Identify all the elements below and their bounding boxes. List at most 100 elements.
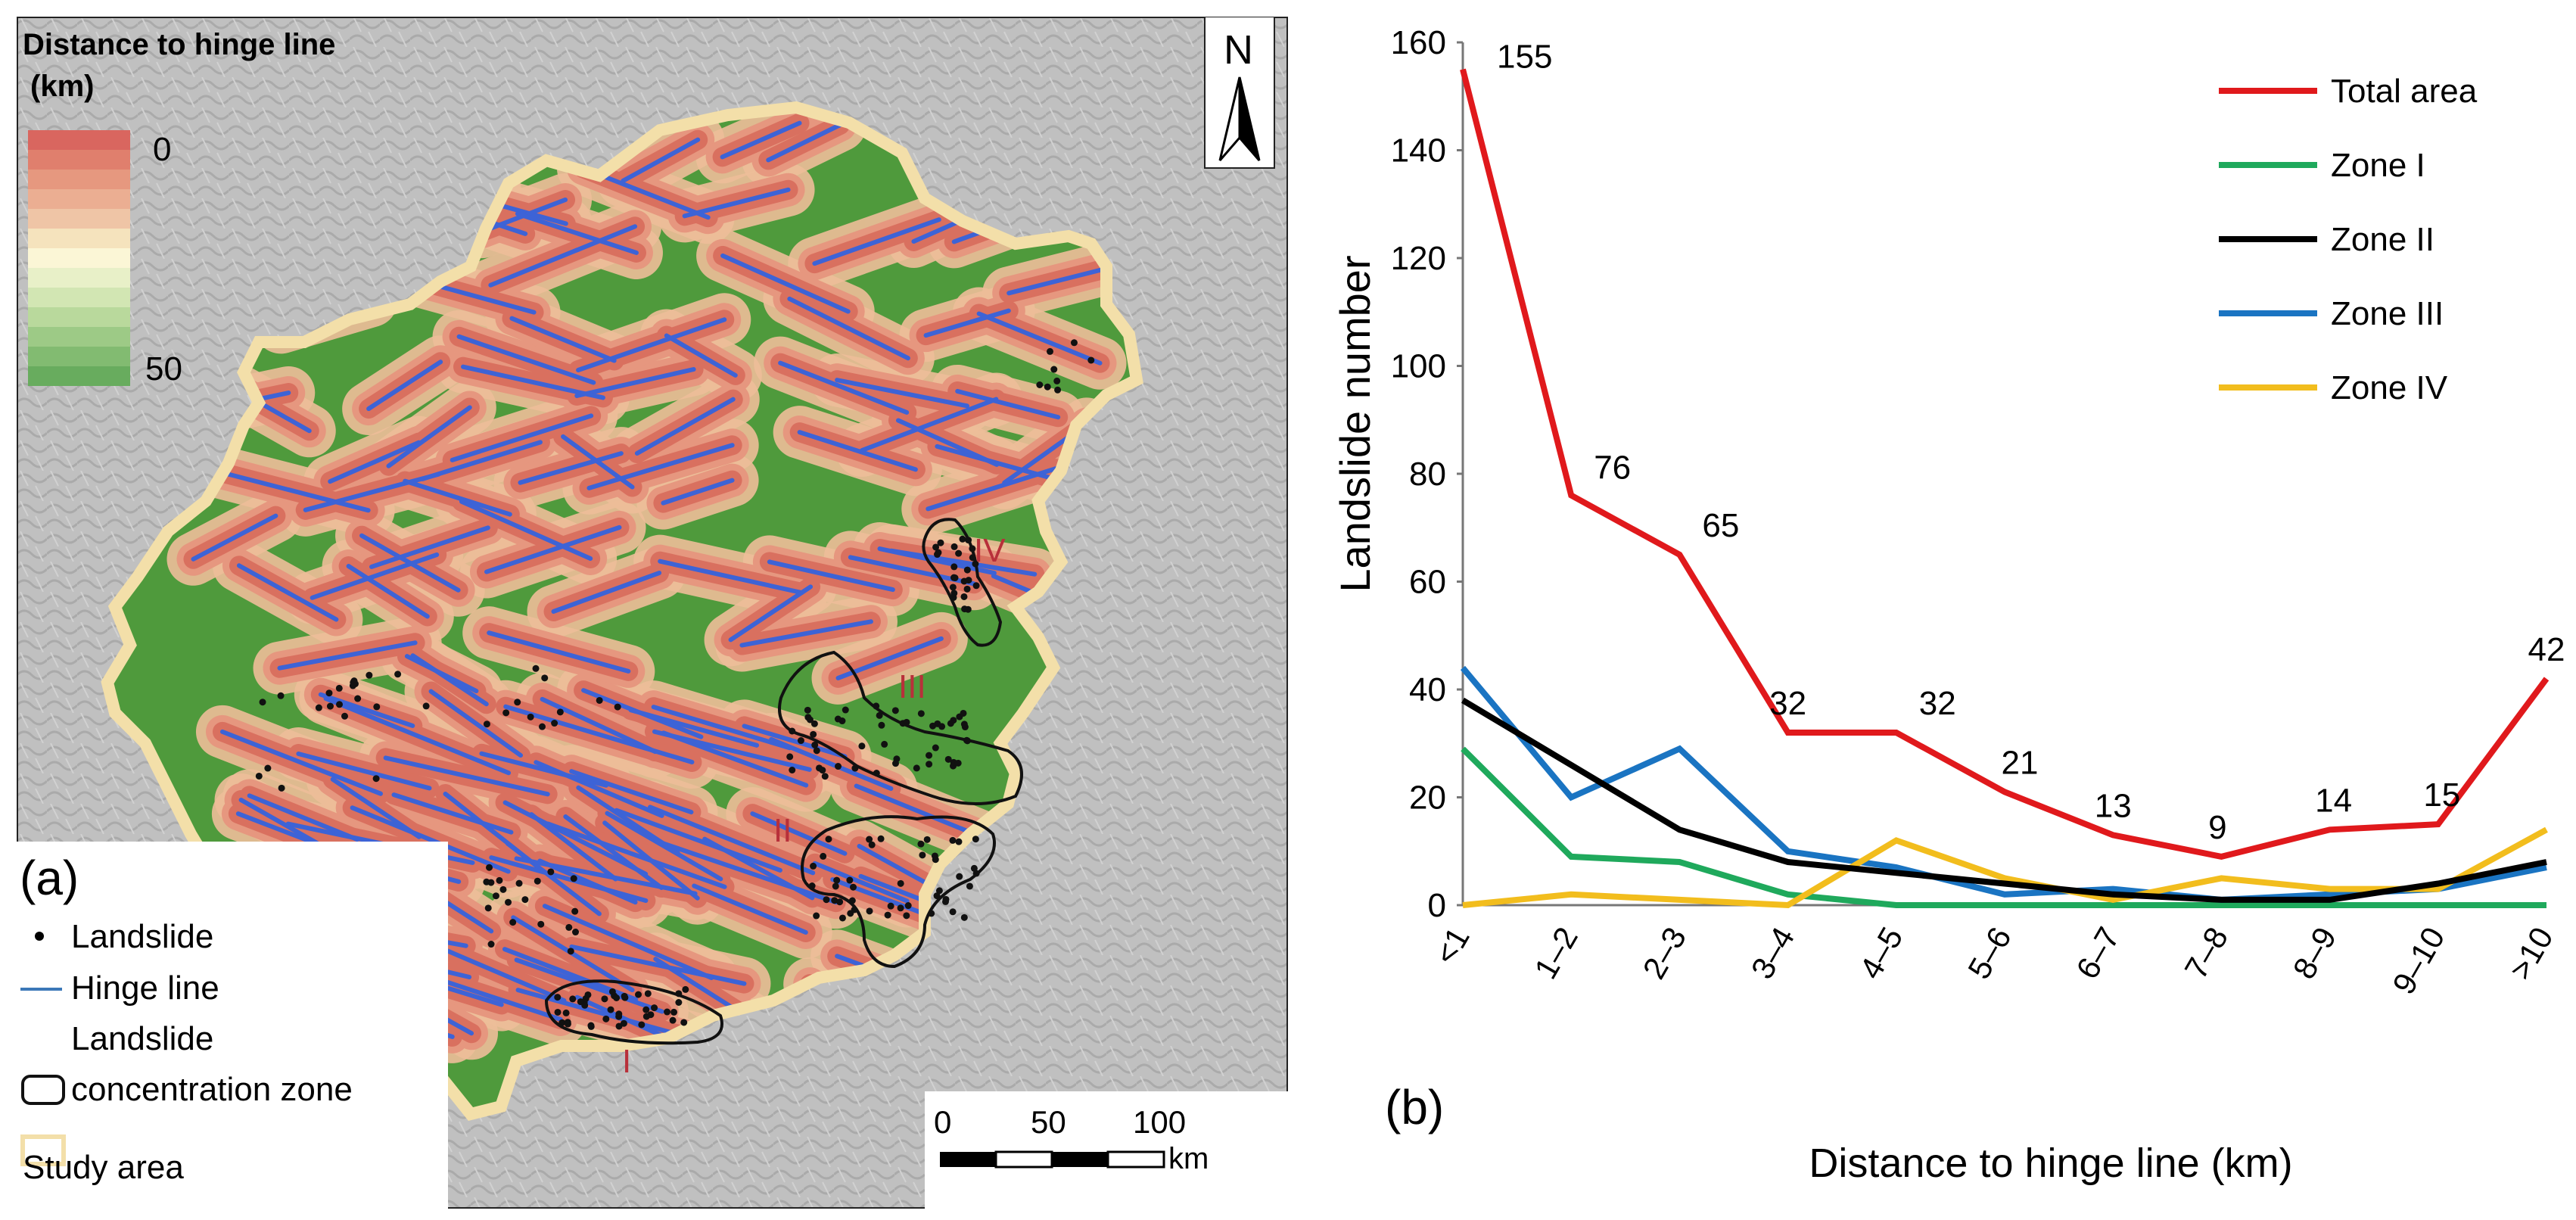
zone-labels: I II III IV [622, 532, 1006, 1080]
series-line-total-area [1460, 68, 2550, 860]
hinge-band [895, 418, 1000, 467]
x-tick-label: 7–8 [2177, 921, 2235, 985]
x-axis-ticks: <1 1–2 2–3 3–4 4–5 5–6 6–7 7–8 8–9 9–10 >10 [1427, 921, 2560, 1000]
landslide-point [521, 896, 529, 904]
data-label: 42 [2528, 631, 2565, 668]
hinge-band [310, 552, 440, 600]
hinge-band [219, 470, 371, 513]
hinge-band [812, 217, 941, 266]
map-legend: (a) Landslide Hinge line Landslide conce… [17, 842, 448, 1209]
landslide-point [651, 1004, 658, 1012]
hinge-band [563, 814, 664, 890]
hinge-band [664, 333, 738, 378]
landslide-point [959, 535, 966, 543]
landslide-point [877, 835, 885, 842]
data-label: 15 [2423, 777, 2460, 814]
landslide-point [849, 883, 857, 891]
landslide-point [602, 1015, 610, 1022]
hinge-band [835, 378, 969, 409]
landslide-point [664, 1008, 671, 1016]
landslide-point [486, 864, 493, 871]
panel-label-a: (a) [20, 851, 79, 905]
hinge-band [542, 904, 714, 981]
landslide-point [876, 711, 883, 719]
map-legend-box [17, 842, 448, 1209]
landslide-point [966, 882, 973, 890]
landslide-point [819, 767, 826, 774]
hinge-band [479, 751, 609, 788]
landslide-point [972, 836, 979, 843]
y-tick-label: 20 [1409, 780, 1446, 817]
landslide-point [834, 715, 842, 723]
landslide-point [644, 990, 652, 997]
landslide-point [949, 836, 957, 844]
hinge-band [518, 451, 624, 485]
legend-zone-line1: Landslide [71, 1020, 213, 1057]
hinge-band [769, 736, 894, 791]
line-chart: 0 20 40 60 80 100 120 140 160 <1 1–2 2–3 3–4 4–5 5–6 6… [1331, 24, 2565, 1186]
landslide-point [813, 747, 820, 755]
landslide-point [326, 702, 334, 710]
data-label: 155 [1497, 39, 1552, 76]
ramp-swatch [28, 189, 130, 209]
hinge-band [191, 513, 278, 562]
landslide-point [846, 876, 854, 884]
landslide-point [394, 671, 402, 678]
y-tick-label: 60 [1409, 564, 1446, 601]
zone-outline-II [801, 815, 996, 969]
chart-panel: 0 20 40 60 80 100 120 140 160 <1 1–2 2–3 3–4 4–5 5–6 6… [1302, 0, 2576, 1216]
y-tick-label: 0 [1428, 887, 1446, 924]
landslide-point [620, 1019, 627, 1027]
hinge-band [923, 308, 1011, 338]
hinge-band [391, 792, 514, 835]
landslide-point [932, 543, 940, 551]
y-tick-label: 40 [1409, 671, 1446, 708]
landslide-point [821, 773, 829, 780]
hinge-band [404, 654, 479, 694]
hinge-band [514, 957, 664, 1014]
landslide-point [564, 1020, 571, 1028]
landslide-point [492, 892, 499, 900]
landslide-point [933, 892, 941, 900]
landslide-point [1036, 381, 1044, 388]
hinge-band [456, 334, 596, 385]
hinge-band [652, 729, 812, 772]
landslide-point [810, 862, 817, 870]
landslide-point [554, 994, 562, 1001]
hinge-band [443, 792, 540, 869]
hinge-band [935, 443, 1070, 485]
chart-legend: Total area Zone I Zone II Zone III Zone IV [2219, 73, 2478, 406]
hinge-band [742, 724, 848, 759]
panel-label-b: (b) [1385, 1080, 1444, 1134]
scale-max-label: 0 [153, 131, 171, 168]
landslide-point [810, 720, 818, 727]
landslide-point [937, 539, 944, 546]
landslide-point [527, 713, 534, 720]
data-label: 14 [2315, 782, 2352, 819]
hinge-band [766, 123, 842, 163]
landslide-point [499, 885, 507, 893]
zone-label-II: II [773, 812, 792, 849]
landslide-point [944, 755, 952, 763]
hinge-band [569, 769, 694, 815]
hinge-band [461, 364, 605, 400]
hinge-band [692, 883, 808, 935]
landslide-point [904, 902, 912, 910]
landslide-point [373, 703, 381, 711]
legend-entry: Zone I [2331, 147, 2425, 184]
landslide-point [838, 914, 846, 922]
landslide-point [935, 887, 943, 895]
landslide-point [341, 712, 348, 720]
hinge-band [634, 397, 736, 456]
hinge-band [551, 571, 662, 614]
legend-entry: Zone III [2331, 295, 2444, 332]
hinge-band [720, 253, 851, 314]
zone-outline-IV [922, 518, 1003, 647]
landslide-point [789, 767, 796, 774]
landslide-point [804, 706, 811, 714]
hinge-band [328, 440, 422, 484]
data-label: 76 [1594, 450, 1631, 487]
landslide-point [515, 879, 523, 887]
hinge-band [586, 443, 735, 490]
landslide-point [950, 543, 958, 550]
